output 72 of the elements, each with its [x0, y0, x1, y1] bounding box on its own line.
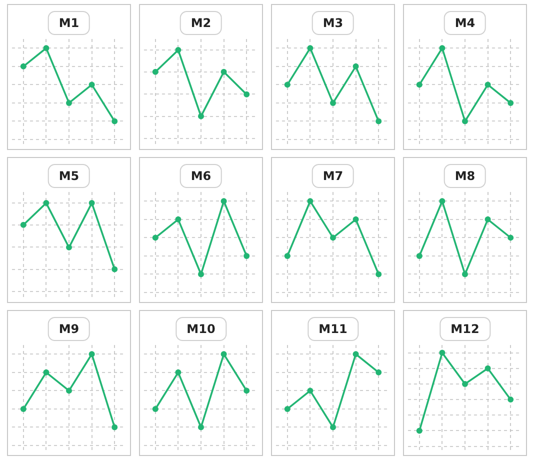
chart-title: M8: [444, 164, 486, 188]
point: [352, 351, 359, 358]
chart-title: M3: [312, 11, 354, 35]
chart-title: M12: [440, 317, 490, 341]
point: [152, 234, 158, 241]
point: [175, 216, 182, 222]
point: [20, 63, 26, 70]
point: [462, 118, 468, 124]
point: [20, 406, 26, 412]
point: [66, 388, 72, 394]
point: [307, 198, 314, 204]
point: [416, 252, 422, 259]
point: [198, 424, 204, 430]
point: [152, 406, 158, 412]
point: [220, 351, 227, 358]
point: [284, 252, 290, 259]
point: [439, 198, 446, 204]
point: [484, 365, 491, 372]
point: [88, 82, 95, 88]
point: [244, 252, 250, 259]
point: [112, 266, 118, 272]
point: [66, 244, 72, 250]
point: [198, 113, 204, 120]
chart-title: M2: [180, 11, 222, 35]
point: [330, 234, 336, 241]
point: [376, 271, 382, 278]
point: [284, 82, 290, 88]
point: [508, 234, 514, 241]
chart-title: M10: [176, 317, 226, 341]
point: [112, 424, 118, 430]
chart-title: M11: [308, 317, 358, 341]
point: [66, 100, 72, 106]
point: [376, 369, 382, 376]
chart-title: M4: [444, 11, 486, 35]
point: [307, 388, 314, 394]
chart-title: M6: [180, 164, 222, 188]
point: [284, 406, 290, 412]
point: [220, 198, 227, 204]
point: [508, 396, 514, 403]
point: [508, 100, 514, 106]
chart-title: M5: [48, 164, 90, 188]
point: [352, 63, 359, 70]
point: [112, 118, 118, 124]
point: [175, 47, 182, 54]
chart-title: M9: [48, 317, 90, 341]
point: [43, 369, 50, 376]
point: [416, 82, 422, 88]
point: [376, 118, 382, 124]
point: [439, 45, 446, 52]
point: [20, 222, 26, 228]
point: [307, 45, 314, 52]
point: [352, 216, 359, 222]
point: [244, 388, 250, 394]
point: [484, 82, 491, 88]
point: [220, 68, 227, 75]
point: [43, 45, 50, 52]
chart-title: M1: [48, 11, 90, 35]
point: [88, 351, 95, 358]
point: [462, 380, 468, 387]
point: [88, 200, 95, 206]
point: [462, 271, 468, 278]
point: [152, 68, 158, 75]
point: [416, 428, 422, 434]
point: [244, 91, 250, 98]
point: [175, 369, 182, 376]
point: [484, 216, 491, 222]
point: [43, 200, 50, 206]
point: [198, 271, 204, 278]
point: [330, 100, 336, 106]
point: [439, 350, 446, 356]
chart-title: M7: [312, 164, 354, 188]
point: [330, 424, 336, 430]
